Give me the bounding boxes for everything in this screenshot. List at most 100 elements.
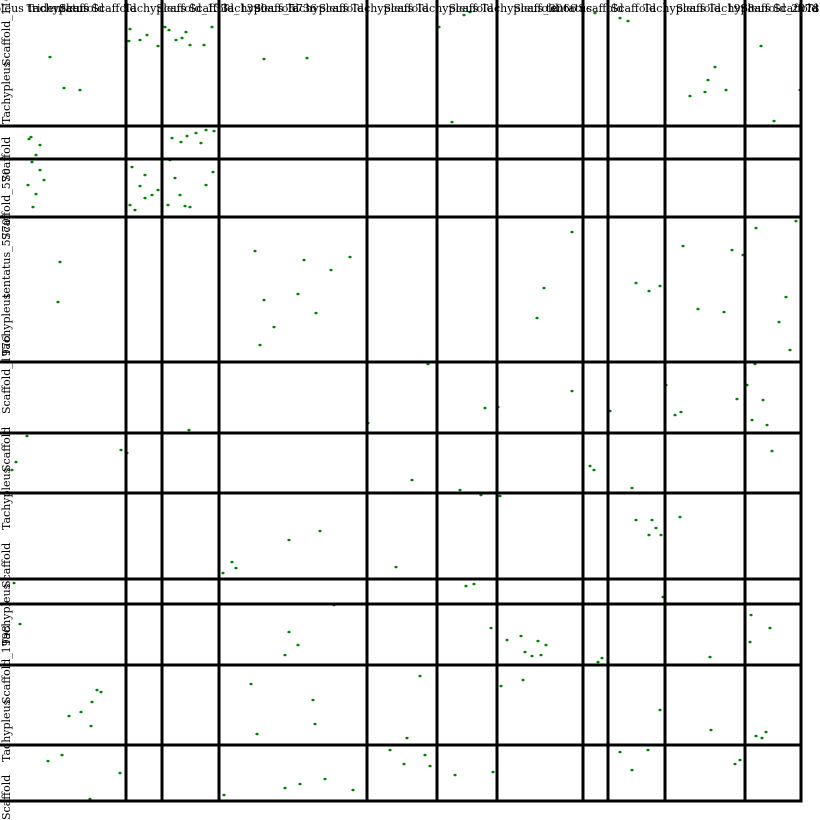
- data-point: [314, 311, 318, 315]
- x-tick-label: Tachypleus: [26, 2, 89, 15]
- data-point: [351, 788, 355, 792]
- data-point: [499, 684, 503, 688]
- data-point: [180, 36, 184, 40]
- data-point: [733, 762, 737, 766]
- data-point: [788, 348, 792, 352]
- data-point: [394, 565, 398, 569]
- data-point: [258, 343, 262, 347]
- data-point: [253, 249, 257, 253]
- x-tick-label: Scaffold_1390: [189, 2, 268, 15]
- y-tick-label: Scaffold_1998: [0, 625, 13, 704]
- data-point: [754, 226, 758, 230]
- data-point: [679, 410, 683, 414]
- x-tick-label: Scaffold_1998: [676, 2, 755, 15]
- data-point: [119, 448, 123, 452]
- y-tick-label: Scaffold_1160: [0, 0, 13, 66]
- data-point: [204, 128, 208, 132]
- data-point: [759, 44, 763, 48]
- data-point: [150, 193, 154, 197]
- x-tick-label: Scaffold: [319, 2, 364, 15]
- data-point: [313, 722, 317, 726]
- data-point: [14, 460, 18, 464]
- data-point: [777, 320, 781, 324]
- data-point: [542, 286, 546, 290]
- data-point: [630, 768, 634, 772]
- data-point: [183, 204, 187, 208]
- data-point: [570, 389, 574, 393]
- data-point: [29, 135, 33, 139]
- data-point: [185, 134, 189, 138]
- data-point: [138, 38, 142, 42]
- data-point: [768, 626, 772, 630]
- data-point: [760, 736, 764, 740]
- data-point: [626, 19, 630, 23]
- data-point: [188, 43, 192, 47]
- data-point: [311, 698, 315, 702]
- data-point: [296, 292, 300, 296]
- x-tick-label: Ta: [806, 2, 819, 15]
- data-point: [163, 25, 167, 29]
- data-point: [754, 734, 758, 738]
- data-point: [410, 478, 414, 482]
- grid-layer: [0, 0, 803, 803]
- y-tick-label: Tachypleus: [0, 293, 13, 356]
- x-tick-label: pleus tridentatus: [0, 2, 90, 15]
- data-point: [772, 119, 776, 123]
- x-tick-label: Tachypleus: [643, 2, 706, 15]
- data-point: [468, 10, 472, 14]
- data-point: [673, 413, 677, 417]
- data-point: [56, 300, 60, 304]
- data-point: [128, 203, 132, 207]
- data-point: [10, 468, 14, 472]
- data-point: [593, 11, 597, 15]
- data-point: [167, 28, 171, 32]
- data-point: [199, 141, 203, 145]
- data-point: [156, 44, 160, 48]
- data-point: [128, 27, 132, 31]
- data-point: [287, 538, 291, 542]
- data-point: [588, 464, 592, 468]
- data-point: [298, 782, 302, 786]
- data-point: [262, 298, 266, 302]
- data-point: [234, 566, 238, 570]
- data-point: [79, 710, 83, 714]
- points-layer: [10, 10, 802, 801]
- data-point: [188, 205, 192, 209]
- data-point: [262, 57, 266, 61]
- data-point: [630, 486, 634, 490]
- data-point: [210, 25, 214, 29]
- data-point: [735, 397, 739, 401]
- data-point: [34, 192, 38, 196]
- data-point: [204, 183, 208, 187]
- data-point: [95, 688, 99, 692]
- data-point: [133, 208, 137, 212]
- data-point: [650, 518, 654, 522]
- data-point: [539, 653, 543, 657]
- data-point: [713, 65, 717, 69]
- x-tick-label: tentatus: [546, 2, 592, 15]
- data-point: [222, 793, 226, 797]
- data-point: [647, 533, 651, 537]
- y-tick-label: Tachypleus: [0, 699, 13, 762]
- data-point: [462, 13, 466, 17]
- data-point: [89, 724, 93, 728]
- x-tick-label: Tachypleus: [416, 2, 479, 15]
- y-tick-label: Scaffold: [0, 137, 13, 182]
- data-point: [405, 736, 409, 740]
- data-point: [211, 170, 215, 174]
- y-tick-label: Tachypleus: [0, 467, 13, 530]
- data-point: [283, 653, 287, 657]
- x-tick-labels: pleus tridentatusTachypleusScaffoldScaff…: [0, 2, 819, 15]
- data-point: [127, 39, 131, 43]
- data-point: [423, 753, 427, 757]
- y-tick-labels: Scaffold_1160TachypleusScaffoldScaffold_…: [0, 0, 13, 820]
- data-point: [750, 418, 754, 422]
- x-tick-label: Scaffold: [59, 2, 104, 15]
- y-tick-label: Tachypleus: [0, 61, 13, 124]
- y-tick-label: tentatus_5770: [0, 218, 13, 298]
- data-point: [764, 730, 768, 734]
- data-point: [118, 771, 122, 775]
- data-point: [329, 268, 333, 272]
- data-point: [794, 219, 798, 223]
- data-point: [749, 613, 753, 617]
